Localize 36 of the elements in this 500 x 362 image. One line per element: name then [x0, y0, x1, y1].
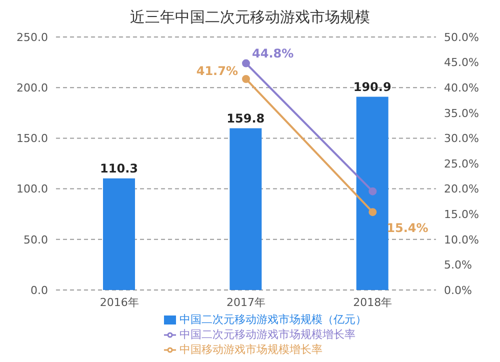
y-tick-label: 50.0 — [24, 233, 48, 246]
data-label: 44.8% — [252, 46, 294, 60]
legend-label: 中国移动游戏市场规模增长率 — [180, 343, 322, 356]
y-tick-label: 150.0 — [16, 132, 48, 146]
point — [242, 59, 250, 68]
x-tick-label: 2016年 — [100, 296, 139, 309]
x-tick-label: 2018年 — [353, 296, 392, 309]
y2-tick-label: 5.0% — [444, 258, 472, 272]
data-label: 41.7% — [196, 64, 238, 78]
y-tick-label: 0.0 — [30, 284, 48, 297]
y2-tick-label: 45.0% — [444, 56, 479, 70]
y-tick-label: 200.0 — [16, 82, 48, 95]
y2-tick-label: 40.0% — [444, 82, 479, 95]
y2-tick-label: 35.0% — [444, 106, 479, 120]
bar — [103, 178, 135, 290]
y2-tick-label: 20.0% — [444, 182, 479, 196]
bar — [356, 96, 388, 290]
point — [368, 208, 377, 216]
data-label: 159.8 — [226, 111, 265, 126]
legend-label: 中国二次元移动游戏市场规模增长率 — [180, 328, 356, 341]
y-tick-label: 100.0 — [16, 182, 48, 196]
y2-tick-label: 0.0% — [444, 284, 472, 297]
legend-label: 中国二次元移动游戏市场规模（亿元） — [180, 313, 366, 326]
data-label: 110.3 — [100, 161, 138, 176]
y2-tick-label: 25.0% — [444, 157, 479, 170]
y-tick-label: 250.0 — [16, 30, 48, 44]
y2-tick-label: 30.0% — [444, 132, 479, 146]
chart-title: 近三年中国二次元移动游戏市场规模 — [129, 8, 371, 27]
data-label: 190.9 — [353, 80, 392, 94]
y2-tick-label: 10.0% — [444, 233, 479, 246]
x-tick-label: 2017年 — [226, 296, 266, 309]
bar — [230, 128, 262, 290]
y2-tick-label: 50.0% — [444, 30, 479, 44]
point — [242, 75, 250, 83]
y2-tick-label: 15.0% — [444, 208, 479, 222]
point — [368, 187, 377, 196]
